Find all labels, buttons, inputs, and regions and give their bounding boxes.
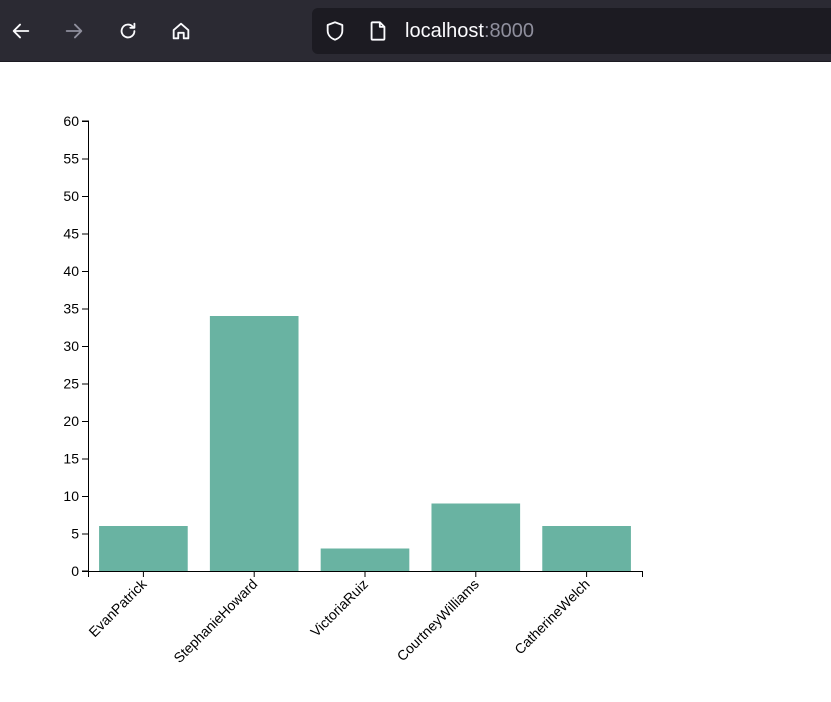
y-tick-label: 30: [63, 338, 79, 354]
page-icon[interactable]: [367, 20, 389, 42]
reload-icon: [120, 22, 136, 39]
x-tick-label: EvanPatrick: [85, 575, 150, 640]
x-tick-label: CatherineWelch: [511, 576, 593, 658]
y-tick-label: 0: [71, 563, 79, 579]
x-tick-label: VictoriaRuiz: [307, 576, 371, 640]
y-tick-label: 35: [63, 301, 79, 317]
y-tick-label: 5: [71, 526, 79, 542]
y-tick-label: 40: [63, 263, 79, 279]
arrow-left-icon: [12, 23, 30, 39]
page-content: 0 5 10 15 20 25 30 35 40 45 50 55 60 EvanPatrick Steph…: [0, 62, 831, 697]
url-host: localhost: [405, 20, 484, 42]
reload-button[interactable]: [112, 15, 144, 47]
x-tick-label: CourtneyWilliams: [394, 576, 482, 664]
shield-icon[interactable]: [324, 20, 346, 42]
bar-chart: 0 5 10 15 20 25 30 35 40 45 50 55 60 EvanPatrick Steph…: [63, 113, 643, 666]
bar-EvanPatrick: [99, 526, 188, 571]
home-icon: [172, 22, 190, 40]
bar-CourtneyWilliams: [431, 503, 521, 571]
url-text[interactable]: localhost:8000: [405, 20, 534, 42]
back-button[interactable]: [5, 15, 37, 47]
y-tick-label: 55: [63, 151, 79, 167]
y-tick-label: 15: [63, 451, 79, 467]
url-bar[interactable]: localhost:8000: [312, 8, 831, 54]
url-port: :8000: [483, 20, 534, 42]
arrow-right-icon: [65, 23, 83, 39]
x-tick-label: StephanieHoward: [170, 576, 260, 666]
y-tick-label: 10: [63, 488, 79, 504]
y-tick-label: 60: [63, 113, 79, 129]
browser-toolbar: localhost:8000: [0, 0, 831, 62]
bar-StephanieHoward: [209, 316, 299, 571]
bar-CatherineWelch: [542, 526, 631, 571]
chart-root: 0 5 10 15 20 25 30 35 40 45 50 55 60 EvanPatrick Steph…: [63, 113, 643, 666]
y-tick-label: 20: [63, 413, 79, 429]
forward-button[interactable]: [58, 15, 90, 47]
y-tick-label: 25: [63, 376, 79, 392]
home-button[interactable]: [165, 15, 197, 47]
y-tick-label: 45: [63, 226, 79, 242]
y-tick-label: 50: [63, 188, 79, 204]
bar-VictoriaRuiz: [320, 548, 410, 571]
